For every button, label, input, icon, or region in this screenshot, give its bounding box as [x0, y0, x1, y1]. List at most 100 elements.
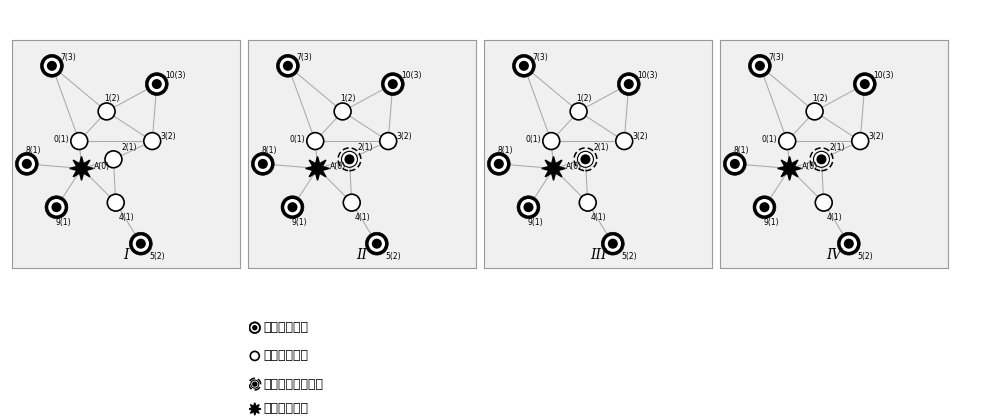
Circle shape: [365, 232, 388, 255]
Text: A(0): A(0): [94, 162, 110, 171]
Text: I: I: [123, 248, 129, 262]
Circle shape: [133, 235, 149, 252]
Circle shape: [813, 151, 829, 167]
Circle shape: [815, 194, 832, 211]
Circle shape: [45, 196, 68, 219]
Circle shape: [334, 103, 351, 120]
Text: 7(3): 7(3): [769, 53, 784, 62]
Circle shape: [621, 76, 637, 92]
Circle shape: [513, 54, 535, 77]
Text: 9(1): 9(1): [55, 217, 71, 227]
Text: 2(1): 2(1): [593, 143, 609, 153]
Circle shape: [523, 202, 533, 212]
Text: III: III: [590, 248, 606, 262]
Text: 7(3): 7(3): [297, 53, 312, 62]
Text: A(0): A(0): [802, 162, 818, 171]
Circle shape: [520, 199, 537, 215]
Circle shape: [837, 232, 860, 255]
Circle shape: [252, 325, 257, 330]
Polygon shape: [306, 157, 329, 180]
Text: 网路边缘节点: 网路边缘节点: [263, 321, 308, 334]
Circle shape: [136, 239, 146, 249]
Circle shape: [730, 159, 740, 169]
Circle shape: [369, 235, 385, 252]
Circle shape: [40, 54, 63, 77]
Text: 8(1): 8(1): [26, 146, 41, 155]
Circle shape: [98, 103, 115, 120]
Text: 10(3): 10(3): [873, 71, 894, 80]
Circle shape: [388, 79, 398, 89]
Text: 0(1): 0(1): [289, 135, 305, 145]
Text: 8(1): 8(1): [734, 146, 749, 155]
Text: 2(1): 2(1): [357, 143, 373, 153]
Circle shape: [343, 194, 360, 211]
Text: 3(2): 3(2): [161, 132, 177, 141]
Text: A(0): A(0): [330, 162, 346, 171]
Circle shape: [249, 322, 261, 334]
Text: 时间基准节点: 时间基准节点: [263, 403, 308, 415]
Circle shape: [19, 155, 35, 172]
Circle shape: [381, 73, 404, 95]
Text: 9(1): 9(1): [527, 217, 543, 227]
Circle shape: [841, 235, 857, 252]
Circle shape: [48, 199, 65, 215]
Circle shape: [341, 151, 357, 167]
Circle shape: [252, 382, 257, 387]
Circle shape: [344, 154, 354, 164]
Circle shape: [806, 103, 823, 120]
Text: 7(3): 7(3): [61, 53, 76, 62]
Circle shape: [860, 79, 870, 89]
Polygon shape: [778, 157, 801, 180]
Circle shape: [601, 232, 624, 255]
Text: 3(2): 3(2): [397, 132, 413, 141]
Text: 1(2): 1(2): [576, 94, 592, 103]
Circle shape: [727, 155, 743, 172]
Circle shape: [608, 239, 618, 249]
Circle shape: [145, 73, 168, 95]
Circle shape: [616, 133, 633, 150]
Circle shape: [15, 153, 38, 175]
Circle shape: [580, 154, 590, 164]
Circle shape: [494, 159, 504, 169]
Text: 4(1): 4(1): [590, 213, 606, 222]
Circle shape: [759, 202, 769, 212]
Text: 10(3): 10(3): [165, 71, 186, 80]
Text: 10(3): 10(3): [637, 71, 658, 80]
Circle shape: [283, 61, 293, 71]
Text: 1(2): 1(2): [104, 94, 120, 103]
Text: 8(1): 8(1): [498, 146, 513, 155]
Circle shape: [816, 154, 826, 164]
Circle shape: [149, 76, 165, 92]
Text: A(0): A(0): [566, 162, 582, 171]
Text: 2(1): 2(1): [829, 143, 845, 153]
Polygon shape: [70, 157, 93, 180]
Circle shape: [579, 194, 596, 211]
Circle shape: [852, 133, 869, 150]
Circle shape: [380, 133, 397, 150]
Polygon shape: [249, 403, 261, 415]
Text: 5(2): 5(2): [385, 252, 401, 261]
Circle shape: [749, 54, 771, 77]
Circle shape: [517, 196, 540, 219]
Circle shape: [755, 61, 765, 71]
Circle shape: [605, 235, 621, 252]
Text: IV: IV: [826, 248, 842, 262]
Text: 1(2): 1(2): [340, 94, 356, 103]
Circle shape: [71, 133, 88, 150]
Circle shape: [385, 76, 401, 92]
Circle shape: [617, 73, 640, 95]
Text: 1(2): 1(2): [812, 94, 828, 103]
Circle shape: [280, 58, 296, 74]
Circle shape: [277, 54, 299, 77]
Circle shape: [779, 133, 796, 150]
Circle shape: [723, 153, 746, 175]
Text: 0(1): 0(1): [761, 135, 777, 145]
Circle shape: [250, 324, 259, 332]
Circle shape: [570, 103, 587, 120]
Text: 3(2): 3(2): [869, 132, 885, 141]
Circle shape: [107, 194, 124, 211]
Circle shape: [287, 202, 297, 212]
Text: 辅助时间基准标识: 辅助时间基准标识: [263, 377, 323, 391]
Circle shape: [22, 159, 32, 169]
Text: 3(2): 3(2): [633, 132, 649, 141]
